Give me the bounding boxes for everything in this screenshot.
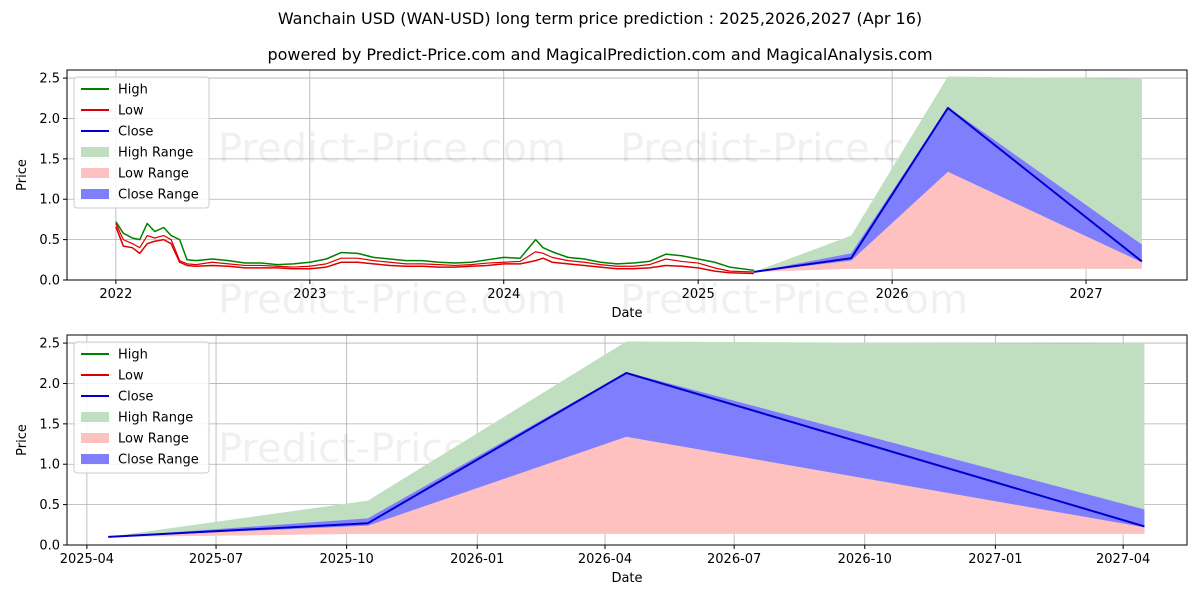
low-series-line bbox=[115, 226, 755, 275]
y-tick-label: 1.5 bbox=[39, 417, 60, 432]
legend-item-close-range-swatch bbox=[81, 189, 109, 199]
watermark-text: Predict-Price.com bbox=[218, 277, 566, 323]
legend-item-low-range-label: Low Range bbox=[118, 167, 189, 182]
legend-item-close-range-label: Close Range bbox=[118, 188, 199, 203]
axes-frame bbox=[66, 69, 1188, 281]
close-series-line bbox=[753, 106, 1143, 273]
legend-item-close-range-label: Close Range bbox=[118, 453, 199, 468]
x-tick-label: 2027-04 bbox=[1096, 552, 1150, 567]
legend-item-high-label: High bbox=[118, 348, 148, 363]
y-tick-label: 2.0 bbox=[39, 377, 60, 392]
legend-item-low-label: Low bbox=[118, 104, 144, 119]
close-series-line bbox=[108, 371, 1145, 538]
close-range-area bbox=[753, 107, 1142, 272]
x-tick-label: 2026-01 bbox=[450, 552, 504, 567]
legend-item-low-range-swatch bbox=[81, 168, 109, 178]
y-tick-label: 2.5 bbox=[39, 72, 60, 87]
x-tick-label: 2023 bbox=[293, 287, 326, 302]
watermark-text: Predict-Price.com bbox=[620, 277, 968, 323]
x-tick-label: 2025-07 bbox=[189, 552, 243, 567]
x-tick-label: 2026 bbox=[876, 287, 909, 302]
y-tick-label: 1.0 bbox=[39, 193, 60, 208]
y-tick-label: 2.5 bbox=[39, 337, 60, 352]
legend-item-high-range-label: High Range bbox=[118, 411, 193, 426]
legend-item-close-label: Close bbox=[118, 125, 153, 140]
legend-item-high-range-swatch bbox=[81, 147, 109, 157]
chart-title: Wanchain USD (WAN-USD) long term price p… bbox=[277, 9, 923, 28]
x-tick-label: 2025-10 bbox=[319, 552, 373, 567]
watermarks: Predict-Price.com Predict-Price.com Predic… bbox=[218, 126, 968, 323]
axes-frame bbox=[66, 334, 1188, 546]
legend-item-close-label: Close bbox=[118, 390, 153, 405]
legend-item-low-range-swatch bbox=[81, 433, 109, 443]
low-range-area bbox=[108, 436, 1145, 537]
x-tick-label: 2026-10 bbox=[838, 552, 892, 567]
x-tick-label: 2025-04 bbox=[60, 552, 114, 567]
legend-item-close-range-swatch bbox=[81, 454, 109, 464]
x-tick-label: 2027-01 bbox=[968, 552, 1022, 567]
legend-item-high-label: High bbox=[118, 83, 148, 98]
x-tick-label: 2027 bbox=[1070, 287, 1103, 302]
y-tick-label: 0.5 bbox=[39, 233, 60, 248]
x-tick-label: 2026-04 bbox=[578, 552, 632, 567]
close-range-area bbox=[108, 372, 1145, 537]
legend: High Low Close High Range Low Range Close Ran… bbox=[73, 341, 210, 474]
x-axis-label: Date bbox=[611, 306, 642, 321]
x-tick-label: 2025 bbox=[682, 287, 715, 302]
watermark-text: Predict-Price.com bbox=[218, 126, 566, 172]
legend-item-high-range-label: High Range bbox=[118, 146, 193, 161]
chart-panel-2: Predict-Price.comPredict-Price.com2025-0… bbox=[15, 334, 1188, 586]
x-tick-label: 2022 bbox=[99, 287, 132, 302]
x-tick-label: 2024 bbox=[487, 287, 520, 302]
legend-item-low-range-label: Low Range bbox=[118, 432, 189, 447]
low-close-overlay-line bbox=[115, 223, 755, 273]
x-axis-label: Date bbox=[611, 571, 642, 586]
high-series-line bbox=[115, 221, 755, 272]
y-tick-label: 1.5 bbox=[39, 152, 60, 167]
chart-panel-1: Predict-Price.com Predict-Price.com Predic… bbox=[15, 69, 1188, 323]
y-tick-label: 0.0 bbox=[39, 274, 60, 289]
low-range-area bbox=[753, 171, 1142, 272]
chart-subtitle: powered by Predict-Price.com and Magical… bbox=[267, 45, 933, 64]
legend: High Low Close High Range Low Range Close Ran… bbox=[73, 76, 210, 209]
y-tick-label: 0.5 bbox=[39, 498, 60, 513]
y-axis-label: Price bbox=[15, 424, 30, 456]
legend-item-low-label: Low bbox=[118, 369, 144, 384]
x-tick-label: 2026-07 bbox=[707, 552, 761, 567]
y-tick-label: 1.0 bbox=[39, 458, 60, 473]
y-axis-label: Price bbox=[15, 159, 30, 191]
y-tick-label: 2.0 bbox=[39, 112, 60, 127]
y-tick-label: 0.0 bbox=[39, 539, 60, 554]
legend-item-high-range-swatch bbox=[81, 412, 109, 422]
